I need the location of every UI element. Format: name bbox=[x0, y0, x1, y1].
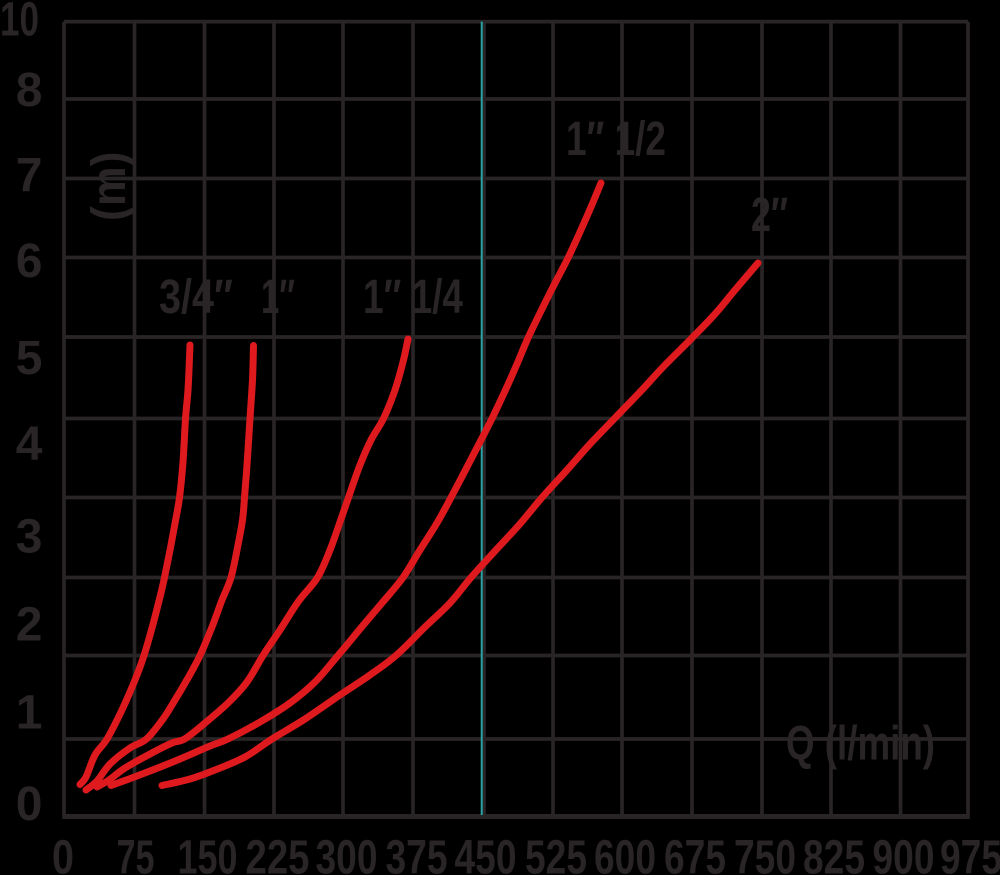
svg-text:300: 300 bbox=[316, 832, 378, 875]
svg-text:4: 4 bbox=[16, 418, 43, 471]
svg-text:0: 0 bbox=[16, 778, 43, 831]
svg-text:450: 450 bbox=[455, 832, 517, 875]
svg-text:75: 75 bbox=[117, 832, 155, 875]
svg-text:3/4″: 3/4″ bbox=[159, 271, 233, 324]
svg-text:8: 8 bbox=[16, 64, 43, 117]
svg-text:10: 10 bbox=[0, 0, 39, 47]
svg-text:825: 825 bbox=[803, 832, 865, 875]
svg-text:(m): (m) bbox=[83, 152, 136, 222]
svg-text:225: 225 bbox=[246, 832, 310, 875]
svg-text:375: 375 bbox=[386, 832, 448, 875]
svg-text:1″ 1/4: 1″ 1/4 bbox=[363, 271, 463, 324]
svg-text:525: 525 bbox=[525, 832, 587, 875]
svg-text:675: 675 bbox=[664, 832, 726, 875]
svg-text:900: 900 bbox=[873, 832, 935, 875]
svg-text:Q (l/min): Q (l/min) bbox=[786, 718, 935, 771]
svg-text:0: 0 bbox=[52, 832, 74, 875]
svg-text:150: 150 bbox=[178, 832, 238, 875]
svg-text:600: 600 bbox=[594, 832, 656, 875]
svg-text:3: 3 bbox=[16, 511, 43, 564]
svg-text:1″: 1″ bbox=[261, 271, 295, 324]
svg-text:750: 750 bbox=[734, 832, 796, 875]
svg-text:2″: 2″ bbox=[751, 189, 788, 242]
svg-text:1: 1 bbox=[16, 687, 43, 740]
svg-text:7: 7 bbox=[16, 150, 43, 203]
svg-text:6: 6 bbox=[16, 235, 43, 288]
svg-text:2: 2 bbox=[16, 599, 43, 652]
svg-text:1″ 1/2: 1″ 1/2 bbox=[566, 113, 666, 166]
svg-text:5: 5 bbox=[16, 332, 43, 385]
svg-text:975: 975 bbox=[940, 832, 1000, 875]
